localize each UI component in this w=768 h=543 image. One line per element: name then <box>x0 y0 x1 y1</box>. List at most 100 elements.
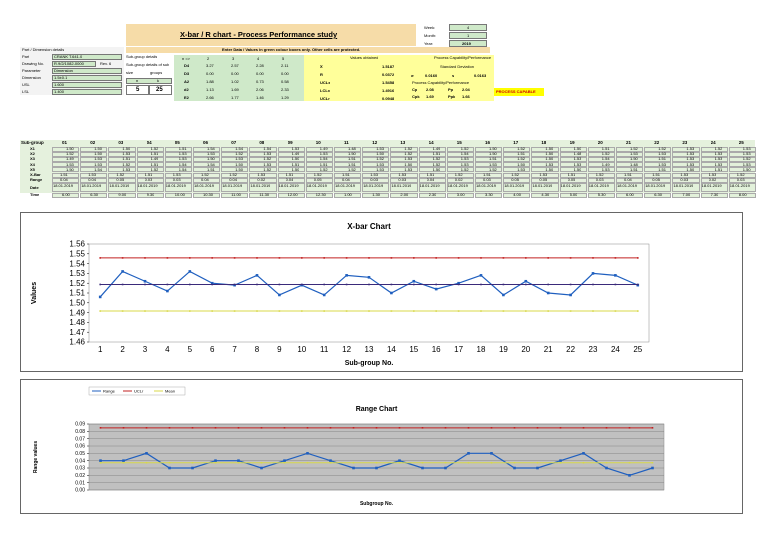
data-cell[interactable] <box>305 151 333 157</box>
time-cell[interactable] <box>644 192 672 198</box>
time-cell[interactable] <box>672 192 700 198</box>
data-cell[interactable] <box>446 146 474 152</box>
data-cell[interactable] <box>728 162 756 168</box>
data-cell[interactable] <box>334 156 362 162</box>
data-cell[interactable] <box>362 146 390 152</box>
data-cell[interactable] <box>221 156 249 162</box>
data-cell[interactable] <box>644 162 672 168</box>
data-cell[interactable] <box>475 146 503 152</box>
date-cell[interactable] <box>164 183 192 193</box>
data-cell[interactable] <box>531 146 559 152</box>
data-cell[interactable] <box>193 151 221 157</box>
date-cell[interactable] <box>277 183 305 193</box>
date-cell[interactable] <box>700 183 728 193</box>
data-cell[interactable] <box>164 151 192 157</box>
data-cell[interactable] <box>390 151 418 157</box>
data-cell[interactable] <box>531 156 559 162</box>
data-cell[interactable] <box>249 151 277 157</box>
part-info-field[interactable] <box>52 61 96 67</box>
data-cell[interactable] <box>503 146 531 152</box>
data-cell[interactable] <box>390 156 418 162</box>
data-cell[interactable] <box>475 151 503 157</box>
data-cell[interactable] <box>475 156 503 162</box>
data-cell[interactable] <box>700 156 728 162</box>
part-info-field[interactable] <box>52 68 122 74</box>
data-cell[interactable] <box>559 156 587 162</box>
data-cell[interactable] <box>305 162 333 168</box>
date-cell[interactable] <box>418 183 446 193</box>
data-cell[interactable] <box>531 162 559 168</box>
data-cell[interactable] <box>728 146 756 152</box>
k-field[interactable] <box>149 85 172 95</box>
data-cell[interactable] <box>108 146 136 152</box>
data-cell[interactable] <box>390 167 418 173</box>
date-cell[interactable] <box>108 183 136 193</box>
data-cell[interactable] <box>277 167 305 173</box>
time-cell[interactable] <box>475 192 503 198</box>
data-cell[interactable] <box>108 167 136 173</box>
data-cell[interactable] <box>672 146 700 152</box>
week-field[interactable] <box>449 24 487 31</box>
data-cell[interactable] <box>616 167 644 173</box>
data-cell[interactable] <box>193 146 221 152</box>
data-cell[interactable] <box>334 146 362 152</box>
data-cell[interactable] <box>277 146 305 152</box>
time-cell[interactable] <box>305 192 333 198</box>
data-cell[interactable] <box>277 151 305 157</box>
data-cell[interactable] <box>672 167 700 173</box>
time-cell[interactable] <box>164 192 192 198</box>
data-cell[interactable] <box>559 162 587 168</box>
data-cell[interactable] <box>503 151 531 157</box>
time-cell[interactable] <box>587 192 615 198</box>
data-cell[interactable] <box>362 151 390 157</box>
time-cell[interactable] <box>700 192 728 198</box>
date-cell[interactable] <box>249 183 277 193</box>
data-cell[interactable] <box>587 146 615 152</box>
data-cell[interactable] <box>249 156 277 162</box>
data-cell[interactable] <box>136 146 164 152</box>
data-cell[interactable] <box>334 167 362 173</box>
n-field[interactable] <box>126 85 149 95</box>
data-cell[interactable] <box>362 167 390 173</box>
date-cell[interactable] <box>334 183 362 193</box>
time-cell[interactable] <box>390 192 418 198</box>
date-cell[interactable] <box>193 183 221 193</box>
data-cell[interactable] <box>418 146 446 152</box>
time-cell[interactable] <box>221 192 249 198</box>
data-cell[interactable] <box>164 146 192 152</box>
data-cell[interactable] <box>672 162 700 168</box>
date-cell[interactable] <box>559 183 587 193</box>
data-cell[interactable] <box>700 146 728 152</box>
data-cell[interactable] <box>728 156 756 162</box>
data-cell[interactable] <box>559 151 587 157</box>
data-cell[interactable] <box>305 167 333 173</box>
data-cell[interactable] <box>503 167 531 173</box>
date-cell[interactable] <box>587 183 615 193</box>
data-cell[interactable] <box>616 156 644 162</box>
time-cell[interactable] <box>503 192 531 198</box>
data-cell[interactable] <box>277 156 305 162</box>
time-cell[interactable] <box>80 192 108 198</box>
part-info-field[interactable] <box>52 54 122 60</box>
time-cell[interactable] <box>446 192 474 198</box>
data-cell[interactable] <box>559 146 587 152</box>
data-cell[interactable] <box>446 156 474 162</box>
part-info-field[interactable] <box>52 82 122 88</box>
data-cell[interactable] <box>108 156 136 162</box>
time-cell[interactable] <box>418 192 446 198</box>
data-cell[interactable] <box>531 167 559 173</box>
time-cell[interactable] <box>531 192 559 198</box>
data-cell[interactable] <box>52 162 80 168</box>
year-field[interactable] <box>449 40 487 47</box>
data-cell[interactable] <box>80 156 108 162</box>
time-cell[interactable] <box>334 192 362 198</box>
date-cell[interactable] <box>616 183 644 193</box>
time-cell[interactable] <box>108 192 136 198</box>
date-cell[interactable] <box>362 183 390 193</box>
data-cell[interactable] <box>559 167 587 173</box>
data-cell[interactable] <box>672 151 700 157</box>
data-cell[interactable] <box>587 156 615 162</box>
time-cell[interactable] <box>249 192 277 198</box>
time-cell[interactable] <box>362 192 390 198</box>
data-cell[interactable] <box>136 151 164 157</box>
